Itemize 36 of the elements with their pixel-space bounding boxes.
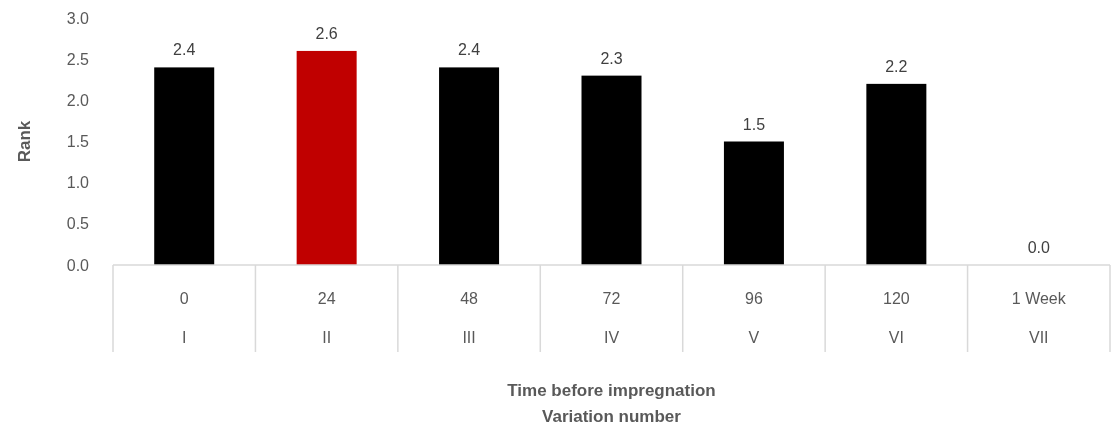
bar <box>723 141 784 265</box>
x-tick-label: 96 <box>745 289 763 307</box>
bar <box>866 83 927 265</box>
text: I <box>181 328 187 346</box>
x-tick-label: 48 <box>460 289 479 307</box>
y-tick-label: 1.0 <box>66 174 90 192</box>
y-axis-title: Rank <box>14 120 34 163</box>
data-label: 1.5 <box>742 115 766 133</box>
data-label: 2.4 <box>173 41 196 59</box>
bar <box>154 67 215 265</box>
x-tick-label: 72 <box>602 289 621 307</box>
data-label: 2.6 <box>315 24 338 42</box>
bar <box>581 75 642 265</box>
y-tick-label: 3.0 <box>66 9 90 27</box>
y-tick-label: 2.0 <box>66 91 90 109</box>
x-axis-title: Time before impregnation Variation number <box>507 380 716 426</box>
y-tick-label: 2.5 <box>66 50 90 68</box>
text: V <box>748 328 760 346</box>
text: III <box>462 328 476 346</box>
data-label: 2.2 <box>885 57 908 75</box>
bar <box>439 67 500 265</box>
x-tick-label: 0 <box>179 289 189 307</box>
y-tick-label: 0.0 <box>66 256 90 274</box>
text: IV <box>603 328 620 346</box>
y-tick-label: 1.5 <box>66 133 90 151</box>
x-tick-label: 120 <box>883 289 910 307</box>
text: VI <box>888 328 904 346</box>
y-tick-label: 0.5 <box>66 215 90 233</box>
bar <box>296 50 357 265</box>
text: II <box>322 328 332 346</box>
data-label: 2.4 <box>457 41 481 59</box>
x-tick-label: 1 Week <box>1011 289 1067 307</box>
text: VII <box>1029 328 1049 346</box>
x-tick-label: 24 <box>317 289 336 307</box>
data-label: 0.0 <box>1027 239 1050 256</box>
data-label: 2.3 <box>600 49 623 67</box>
